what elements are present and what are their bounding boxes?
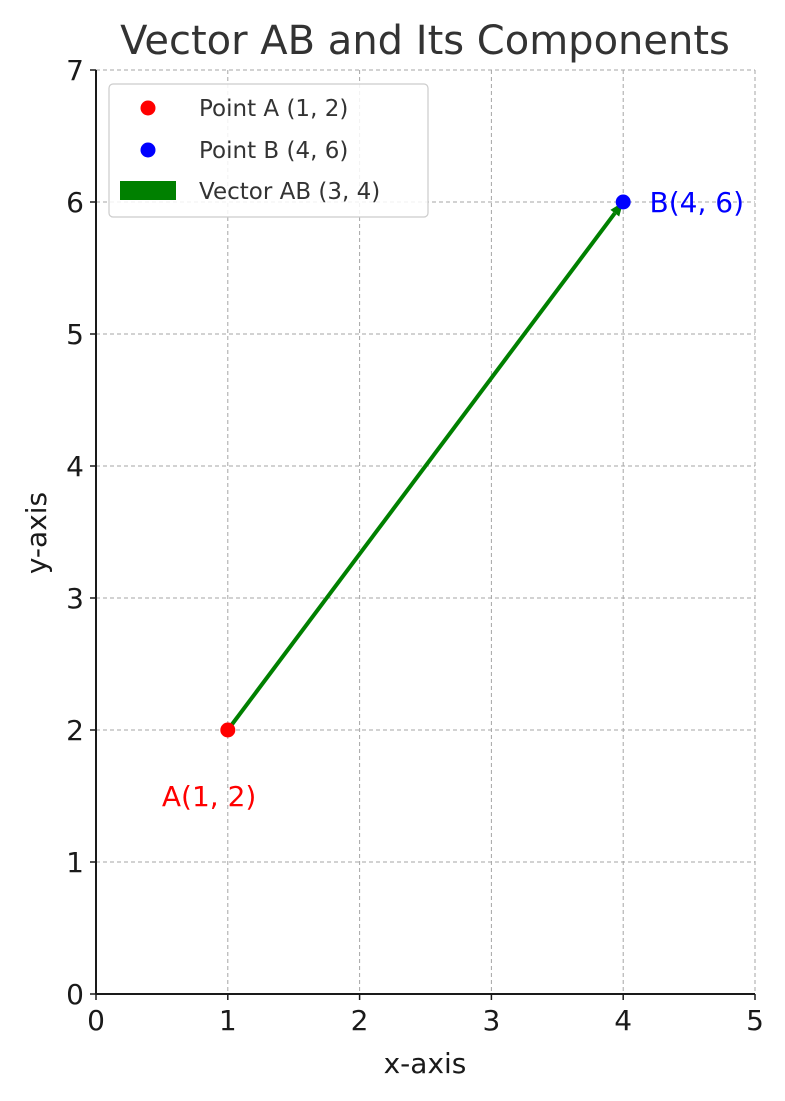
y-tick-label: 4 xyxy=(66,450,84,483)
axes xyxy=(95,70,755,995)
legend-marker-vector xyxy=(120,181,176,200)
y-tick-label: 1 xyxy=(66,846,84,879)
y-tick-label: 0 xyxy=(66,978,84,1011)
point-a xyxy=(220,722,236,738)
x-tick-label: 3 xyxy=(482,1004,500,1037)
y-tick-label: 5 xyxy=(66,318,84,351)
chart-title: Vector AB and Its Components xyxy=(120,18,730,64)
annotation-b: B(4, 6) xyxy=(650,186,745,219)
x-tick-label: 1 xyxy=(219,1004,237,1037)
ticks: 0 1 2 3 4 5 0 1 2 3 4 5 6 7 xyxy=(66,54,764,1037)
annotation-a: A(1, 2) xyxy=(162,780,256,813)
y-tick-label: 2 xyxy=(66,714,84,747)
marks xyxy=(220,194,631,738)
y-tick-label: 3 xyxy=(66,582,84,615)
x-tick-label: 0 xyxy=(87,1004,105,1037)
legend-box xyxy=(108,83,429,218)
legend-entry: Point B (4, 6) xyxy=(199,138,348,164)
grid xyxy=(95,69,756,995)
legend-marker-point-b xyxy=(140,142,156,158)
x-tick-label: 2 xyxy=(351,1004,369,1037)
x-tick-label: 5 xyxy=(746,1004,764,1037)
point-b xyxy=(615,194,631,210)
x-axis-label: x-axis xyxy=(384,1047,467,1080)
legend: Point A (1, 2) Point B (4, 6) Vector AB (3… xyxy=(108,83,429,218)
annotations: A(1, 2) B(4, 6) xyxy=(162,186,744,813)
vector-ab-shaft xyxy=(226,212,617,732)
legend-entry: Vector AB (3, 4) xyxy=(199,179,380,205)
legend-marker-point-a xyxy=(140,100,156,116)
x-tick-label: 4 xyxy=(614,1004,632,1037)
y-tick-label: 6 xyxy=(66,186,84,219)
y-axis-label: y-axis xyxy=(20,492,53,574)
y-tick-label: 7 xyxy=(66,54,84,87)
legend-entry: Point A (1, 2) xyxy=(199,96,348,122)
